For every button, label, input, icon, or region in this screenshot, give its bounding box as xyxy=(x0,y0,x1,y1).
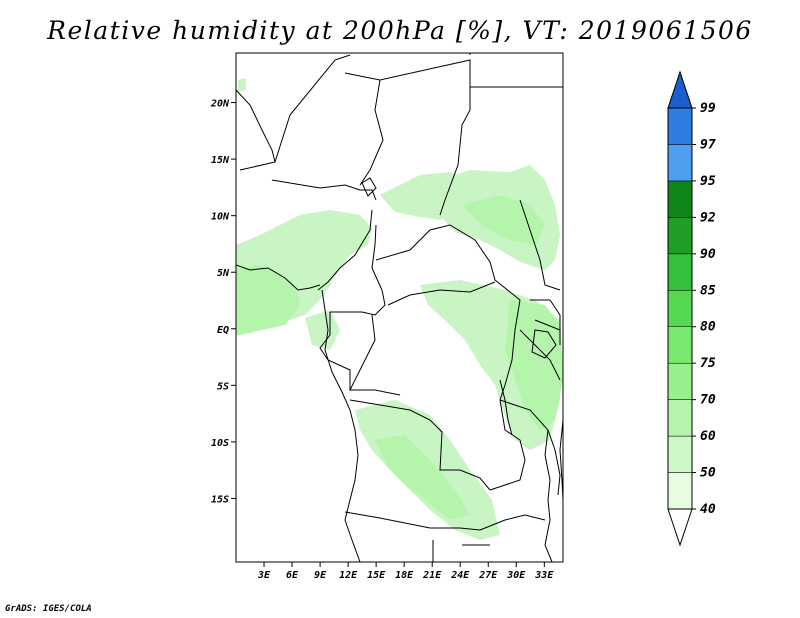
colorbar-level-label: 85 xyxy=(700,283,716,298)
colorbar-bottom-arrow xyxy=(667,508,693,547)
colorbar-top-arrow xyxy=(667,70,693,109)
colorbar-level-label: 95 xyxy=(700,174,716,189)
lat-tick-label: 10N xyxy=(211,212,230,223)
map-frame xyxy=(235,52,564,563)
colorbar-level-label: 75 xyxy=(700,356,716,371)
lon-tick-label: 30E xyxy=(506,570,526,581)
colorbar-swatch xyxy=(667,362,693,400)
humid-region-angola-darker xyxy=(375,435,470,520)
lon-tick-label: 33E xyxy=(534,570,554,581)
border-car-drc xyxy=(387,281,496,306)
border-sudan xyxy=(469,53,563,88)
lat-tick-label: 15N xyxy=(211,155,230,166)
border-nigeria-cameroon xyxy=(317,209,373,291)
border-chad-libya xyxy=(379,59,471,216)
lon-tick-label: 15E xyxy=(367,570,386,581)
longitude-axis: 3E 6E 9E 12E 15E 18E 21E 24E 27E 30E 33E xyxy=(257,562,554,581)
lon-tick-label: 3E xyxy=(257,570,271,581)
latitude-axis: 20N 15N 10N 5N EQ 5S 10S 15S xyxy=(210,99,236,505)
border-tanzania-zambia xyxy=(499,399,549,456)
lon-tick-label: 18E xyxy=(395,570,414,581)
colorbar-level-label: 50 xyxy=(700,466,716,481)
colorbar-swatch xyxy=(667,253,693,291)
colorbar-level-label: 40 xyxy=(700,502,716,517)
colorbar-swatch xyxy=(667,144,693,182)
lon-tick-label: 24E xyxy=(450,570,470,581)
border-uganda xyxy=(530,299,561,345)
border-mali-niger xyxy=(274,54,351,163)
colorbar-swatch xyxy=(667,399,693,437)
lon-tick-label: 9E xyxy=(314,570,327,581)
border-car-sudan xyxy=(375,224,521,301)
colorbar-level-label: 92 xyxy=(700,210,716,225)
colorbar-swatch xyxy=(667,472,693,510)
humid-region-darker-east xyxy=(462,195,545,245)
lon-tick-label: 21E xyxy=(422,570,442,581)
lat-tick-label: EQ xyxy=(217,325,229,336)
lon-tick-label: 6E xyxy=(286,570,299,581)
colorbar-swatch xyxy=(667,326,693,364)
coastline-gulf-guinea xyxy=(321,289,361,562)
border-cameroon-car xyxy=(330,224,386,316)
humid-region-guinea-coast xyxy=(236,265,300,335)
border-angola-namibia xyxy=(344,511,481,531)
colorbar-level-label: 80 xyxy=(700,320,716,335)
lat-tick-label: 5S xyxy=(217,381,229,392)
lat-tick-label: 5N xyxy=(217,268,230,279)
border-congo-drc xyxy=(349,314,401,396)
colorbar-swatch xyxy=(667,107,693,145)
coastlines xyxy=(236,177,563,562)
colorbar-swatch xyxy=(667,435,693,473)
humid-region-gabon xyxy=(305,310,340,350)
border-tanzania-kenya xyxy=(519,319,561,381)
colorbar-level-label: 70 xyxy=(700,393,716,408)
colorbar-swatch xyxy=(667,217,693,255)
lat-tick-label: 15S xyxy=(211,494,229,505)
border-botswana xyxy=(432,540,490,562)
border-mozambique xyxy=(544,454,553,562)
border-niger-chad xyxy=(344,72,384,186)
border-niger-nigeria xyxy=(271,179,377,201)
colorbar-level-label: 60 xyxy=(700,429,716,444)
border-drc-angola xyxy=(349,399,491,491)
border-drc-east xyxy=(489,299,526,491)
border-zambia-zimbabwe xyxy=(479,514,546,531)
lat-tick-label: 10S xyxy=(211,438,229,449)
lake-victoria xyxy=(531,329,557,359)
border-west xyxy=(236,89,276,171)
border-sudan-ethiopia xyxy=(519,199,561,291)
lon-tick-label: 27E xyxy=(478,570,498,581)
chart-title: Relative humidity at 200hPa [%], VT: 201… xyxy=(47,16,753,45)
coastline-west-africa xyxy=(236,264,321,291)
humidity-field xyxy=(236,78,563,540)
country-borders xyxy=(236,53,563,562)
credit-label: GrADS: IGES/COLA xyxy=(5,604,92,614)
colorbar-level-label: 97 xyxy=(700,137,716,152)
lat-tick-label: 20N xyxy=(210,99,230,110)
colorbar-swatch xyxy=(667,290,693,327)
lake-chad xyxy=(361,177,377,197)
lake-malawi xyxy=(547,429,561,496)
humid-region-north xyxy=(238,78,246,92)
colorbar-level-label: 99 xyxy=(700,101,716,116)
colorbar-swatch xyxy=(667,180,693,218)
colorbar: 40 50 60 70 75 80 85 90 92 95 97 99 xyxy=(667,70,716,547)
colorbar-outline xyxy=(667,107,693,510)
lake-tanganyika xyxy=(499,379,513,436)
colorbar-level-label: 90 xyxy=(700,247,716,262)
lon-tick-label: 12E xyxy=(339,570,358,581)
border-gabon-congo xyxy=(319,312,351,390)
